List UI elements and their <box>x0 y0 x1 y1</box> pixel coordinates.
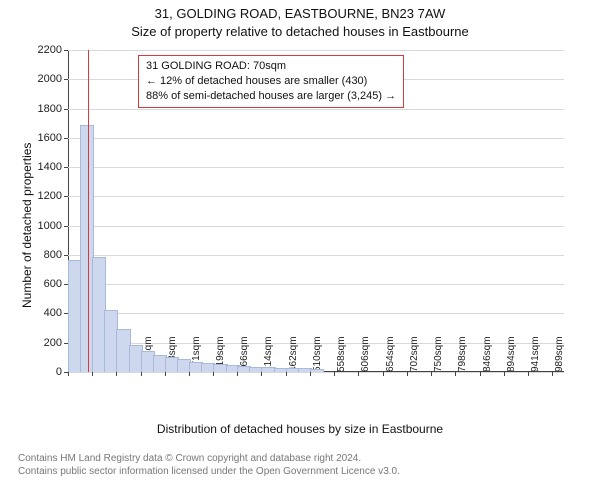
xtick <box>141 372 142 376</box>
xtick <box>237 372 238 376</box>
xtick <box>286 372 287 376</box>
xtick-label: 462sqm <box>282 336 299 372</box>
ytick-label: 1400 <box>38 161 68 173</box>
annotation-line1: 31 GOLDING ROAD: 70sqm <box>146 59 396 74</box>
xtick <box>407 372 408 376</box>
xtick <box>552 372 553 376</box>
annotation-line2: ← 12% of detached houses are smaller (43… <box>146 74 396 89</box>
gridline-h <box>68 196 564 197</box>
xtick <box>358 372 359 376</box>
xtick <box>310 372 311 376</box>
xtick <box>504 372 505 376</box>
xtick-label: 941sqm <box>524 336 541 372</box>
annotation-line3: 88% of semi-detached houses are larger (… <box>146 89 396 104</box>
gridline-h <box>68 50 564 51</box>
xtick-label: 702sqm <box>403 336 420 372</box>
property-marker-line <box>88 50 89 372</box>
gridline-h <box>68 255 564 256</box>
xtick-label: 798sqm <box>451 336 468 372</box>
xtick-label: 606sqm <box>354 336 371 372</box>
ytick-label: 800 <box>44 249 68 261</box>
gridline-h <box>68 109 564 110</box>
ytick-label: 1000 <box>38 220 68 232</box>
xtick <box>334 372 335 376</box>
xtick <box>116 372 117 376</box>
xtick-label: 654sqm <box>379 336 396 372</box>
xtick <box>455 372 456 376</box>
ytick-label: 2200 <box>38 44 68 56</box>
page-title-line1: 31, GOLDING ROAD, EASTBOURNE, BN23 7AW <box>0 6 600 21</box>
xtick <box>165 372 166 376</box>
xtick <box>261 372 262 376</box>
ytick-label: 600 <box>44 278 68 290</box>
xtick-label: 894sqm <box>500 336 517 372</box>
xtick <box>189 372 190 376</box>
xtick-label: 846sqm <box>476 336 493 372</box>
gridline-h <box>68 372 564 373</box>
xtick <box>528 372 529 376</box>
xtick-label: 989sqm <box>548 336 565 372</box>
gridline-h <box>68 313 564 314</box>
footer-line1: Contains HM Land Registry data © Crown c… <box>18 452 582 465</box>
ytick-label: 2000 <box>38 73 68 85</box>
histogram-bar <box>310 369 324 372</box>
xtick <box>383 372 384 376</box>
ytick-label: 1600 <box>38 132 68 144</box>
xtick <box>68 372 69 376</box>
xtick <box>431 372 432 376</box>
ytick-label: 400 <box>44 307 68 319</box>
xtick-label: 558sqm <box>330 336 347 372</box>
histogram-plot: 0200400600800100012001400160018002000220… <box>68 50 564 372</box>
xtick <box>92 372 93 376</box>
page-title-line2: Size of property relative to detached ho… <box>0 24 600 39</box>
x-axis-label: Distribution of detached houses by size … <box>0 422 600 436</box>
gridline-h <box>68 226 564 227</box>
xtick <box>480 372 481 376</box>
gridline-h <box>68 167 564 168</box>
property-annotation-box: 31 GOLDING ROAD: 70sqm ← 12% of detached… <box>138 55 404 108</box>
xtick <box>213 372 214 376</box>
y-axis-label: Number of detached properties <box>20 143 34 308</box>
gridline-h <box>68 284 564 285</box>
footer-line2: Contains public sector information licen… <box>18 465 582 478</box>
attribution-footer: Contains HM Land Registry data © Crown c… <box>18 452 582 478</box>
xtick-label: 510sqm <box>306 336 323 372</box>
xtick-label: 750sqm <box>427 336 444 372</box>
ytick-label: 1800 <box>38 103 68 115</box>
gridline-h <box>68 138 564 139</box>
ytick-label: 1200 <box>38 190 68 202</box>
